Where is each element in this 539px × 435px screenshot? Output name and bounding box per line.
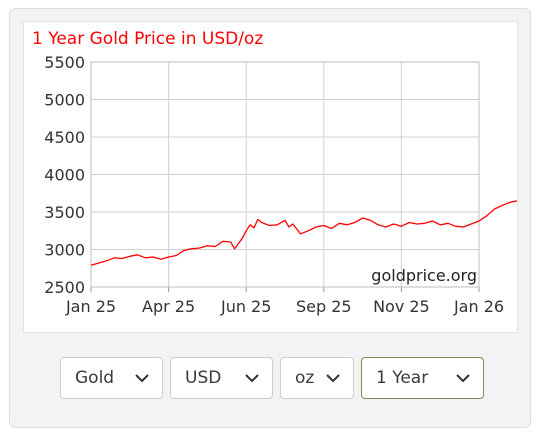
unit-select-value: oz — [295, 368, 315, 388]
x-tick-label: Nov 25 — [373, 297, 430, 316]
y-tick-label: 3000 — [44, 241, 85, 260]
x-tick-label: Sep 25 — [296, 297, 352, 316]
gold-price-chart: 1 Year Gold Price in USD/oz 2500 3000 3500 4… — [32, 29, 517, 316]
chevron-down-icon — [456, 374, 470, 383]
x-tick-label: Jan 25 — [65, 297, 116, 316]
gold-price-widget: 1 Year Gold Price in USD/oz 2500 3000 3500 4… — [9, 8, 531, 428]
metal-select[interactable]: Gold — [60, 357, 163, 399]
x-tick-label: Apr 25 — [142, 297, 195, 316]
currency-select[interactable]: USD — [170, 357, 273, 399]
plot-area — [90, 61, 480, 288]
metal-select-value: Gold — [75, 368, 115, 388]
y-tick-label: 4500 — [44, 128, 85, 147]
gold-price-line — [90, 200, 517, 266]
watermark-text: goldprice.org — [371, 266, 477, 285]
chart-container: 1 Year Gold Price in USD/oz 2500 3000 3500 4… — [23, 21, 518, 333]
y-tick-label: 2500 — [44, 278, 85, 297]
y-tick-label: 3500 — [44, 203, 85, 222]
chevron-down-icon — [135, 374, 149, 383]
y-tick-label: 5000 — [44, 91, 85, 110]
period-select[interactable]: 1 Year — [361, 357, 484, 399]
x-tick-label: Jun 25 — [220, 297, 271, 316]
x-tick-label: Jan 26 — [453, 297, 504, 316]
period-select-value: 1 Year — [376, 368, 429, 388]
y-tick-label: 4000 — [44, 166, 85, 185]
currency-select-value: USD — [185, 368, 222, 388]
chart-controls: Gold USD oz 1 Year — [60, 357, 484, 401]
chevron-down-icon — [245, 374, 259, 383]
unit-select[interactable]: oz — [280, 357, 354, 399]
chart-title: 1 Year Gold Price in USD/oz — [32, 29, 263, 49]
chevron-down-icon — [326, 374, 340, 383]
y-tick-label: 5500 — [44, 53, 85, 72]
